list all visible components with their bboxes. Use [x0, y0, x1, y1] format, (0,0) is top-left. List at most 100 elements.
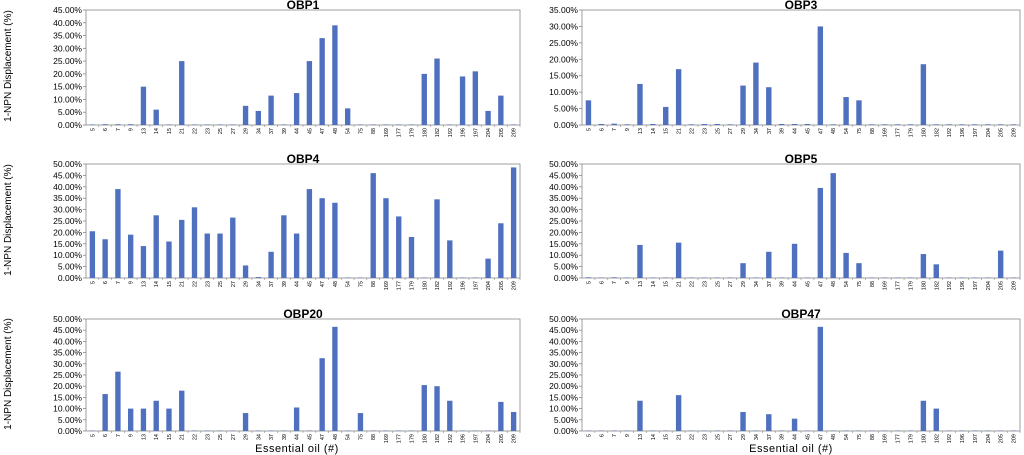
bar	[140, 408, 147, 431]
bar	[946, 124, 952, 125]
x-tick-label: 205	[499, 128, 505, 137]
bar	[997, 250, 1004, 278]
x-tick-label: 5	[586, 434, 592, 437]
chart-title: OBP47	[781, 307, 821, 321]
y-tick-label: 20.00%	[549, 227, 578, 237]
bar	[498, 223, 504, 278]
bar	[408, 236, 415, 278]
y-tick-label: 45.00%	[549, 170, 578, 180]
x-tick-label: 45	[307, 281, 313, 287]
y-tick-label: 10.00%	[549, 404, 578, 414]
x-tick-label: 39	[780, 128, 786, 134]
bar	[357, 124, 364, 125]
y-tick-label: 50.00%	[549, 314, 578, 324]
y-tick-label: 0.00%	[58, 273, 83, 283]
x-tick-label: 15	[664, 281, 670, 287]
x-tick-label: 22	[193, 281, 199, 287]
y-tick-label: 5.00%	[554, 415, 579, 425]
x-tick-label: 6	[103, 434, 109, 437]
x-tick-label: 47	[818, 281, 824, 287]
bar	[585, 277, 592, 278]
bar	[843, 97, 849, 125]
x-tick-label: 13	[141, 128, 147, 134]
y-tick-label: 15.00%	[549, 71, 578, 81]
bar	[140, 86, 147, 125]
x-tick-label: 205	[499, 281, 505, 290]
bar	[598, 124, 605, 125]
bar	[510, 167, 517, 278]
y-tick-label: 20.00%	[549, 381, 578, 391]
x-tick-label: 197	[473, 434, 479, 443]
x-tick-label: 196	[960, 128, 966, 137]
bar	[817, 326, 824, 431]
bar	[191, 207, 198, 278]
bar	[675, 395, 682, 431]
x-tick-label: 205	[999, 434, 1005, 443]
x-tick-label: 196	[461, 128, 467, 137]
x-tick-label: 182	[435, 434, 441, 443]
x-tick-label: 13	[638, 128, 644, 134]
x-tick-label: 7	[612, 434, 618, 437]
bar	[421, 73, 427, 125]
bar	[230, 217, 236, 278]
y-tick-label: 15.00%	[53, 82, 82, 92]
x-tick-label: 88	[371, 434, 377, 440]
x-tick-label: 29	[741, 128, 747, 134]
x-tick-label: 21	[180, 128, 186, 134]
x-tick-label: 6	[599, 281, 605, 284]
y-tick-label: 30.00%	[53, 43, 82, 53]
x-tick-label: 29	[244, 128, 250, 134]
bar	[383, 124, 389, 125]
plot-frame	[581, 163, 1021, 279]
bar	[408, 124, 415, 125]
y-tick-label: 35.00%	[549, 193, 578, 203]
x-tick-label: 29	[741, 434, 747, 440]
x-tick-label: 179	[410, 281, 416, 290]
x-tick-label: 169	[384, 281, 390, 290]
x-tick-label: 25	[715, 128, 721, 134]
x-tick-label: 75	[358, 281, 364, 287]
bar	[217, 233, 223, 278]
bar	[791, 124, 798, 125]
bar	[127, 234, 134, 278]
bar	[843, 252, 849, 278]
x-tick-label: 192	[448, 281, 454, 290]
x-tick-label: 169	[883, 281, 889, 290]
bar	[230, 124, 236, 125]
y-tick-label: 45.00%	[53, 170, 82, 180]
x-tick-label: 209	[512, 128, 518, 137]
x-tick-label: 39	[282, 281, 288, 287]
bar	[510, 124, 517, 125]
x-tick-label: 75	[358, 434, 364, 440]
bar	[650, 124, 656, 125]
bar	[804, 124, 811, 125]
x-tick-label: 14	[154, 128, 160, 134]
x-tick-label: 25	[218, 434, 224, 440]
bar	[740, 85, 746, 125]
bar	[959, 124, 965, 125]
bar	[179, 61, 185, 125]
x-tick-label: 182	[934, 128, 940, 137]
bar	[332, 25, 338, 125]
bar	[242, 105, 249, 125]
bar	[127, 408, 134, 431]
x-tick-label: 22	[690, 281, 696, 287]
x-tick-label: 47	[320, 128, 326, 134]
x-tick-label: 34	[754, 434, 760, 440]
x-tick-label: 7	[116, 128, 122, 131]
bar	[459, 76, 466, 125]
y-tick-label: 5.00%	[554, 262, 579, 272]
x-tick-label: 45	[307, 434, 313, 440]
bar	[434, 199, 440, 278]
x-tick-label: 169	[883, 128, 889, 137]
y-tick-label: 30.00%	[549, 359, 578, 369]
x-tick-label: 37	[269, 434, 275, 440]
bar	[997, 124, 1004, 125]
bar	[933, 408, 939, 431]
x-tick-label: 197	[473, 128, 479, 137]
x-tick-label: 88	[870, 281, 876, 287]
x-tick-label: 25	[715, 434, 721, 440]
x-tick-label: 179	[909, 434, 915, 443]
x-tick-label: 21	[677, 434, 683, 440]
bar	[102, 124, 108, 125]
